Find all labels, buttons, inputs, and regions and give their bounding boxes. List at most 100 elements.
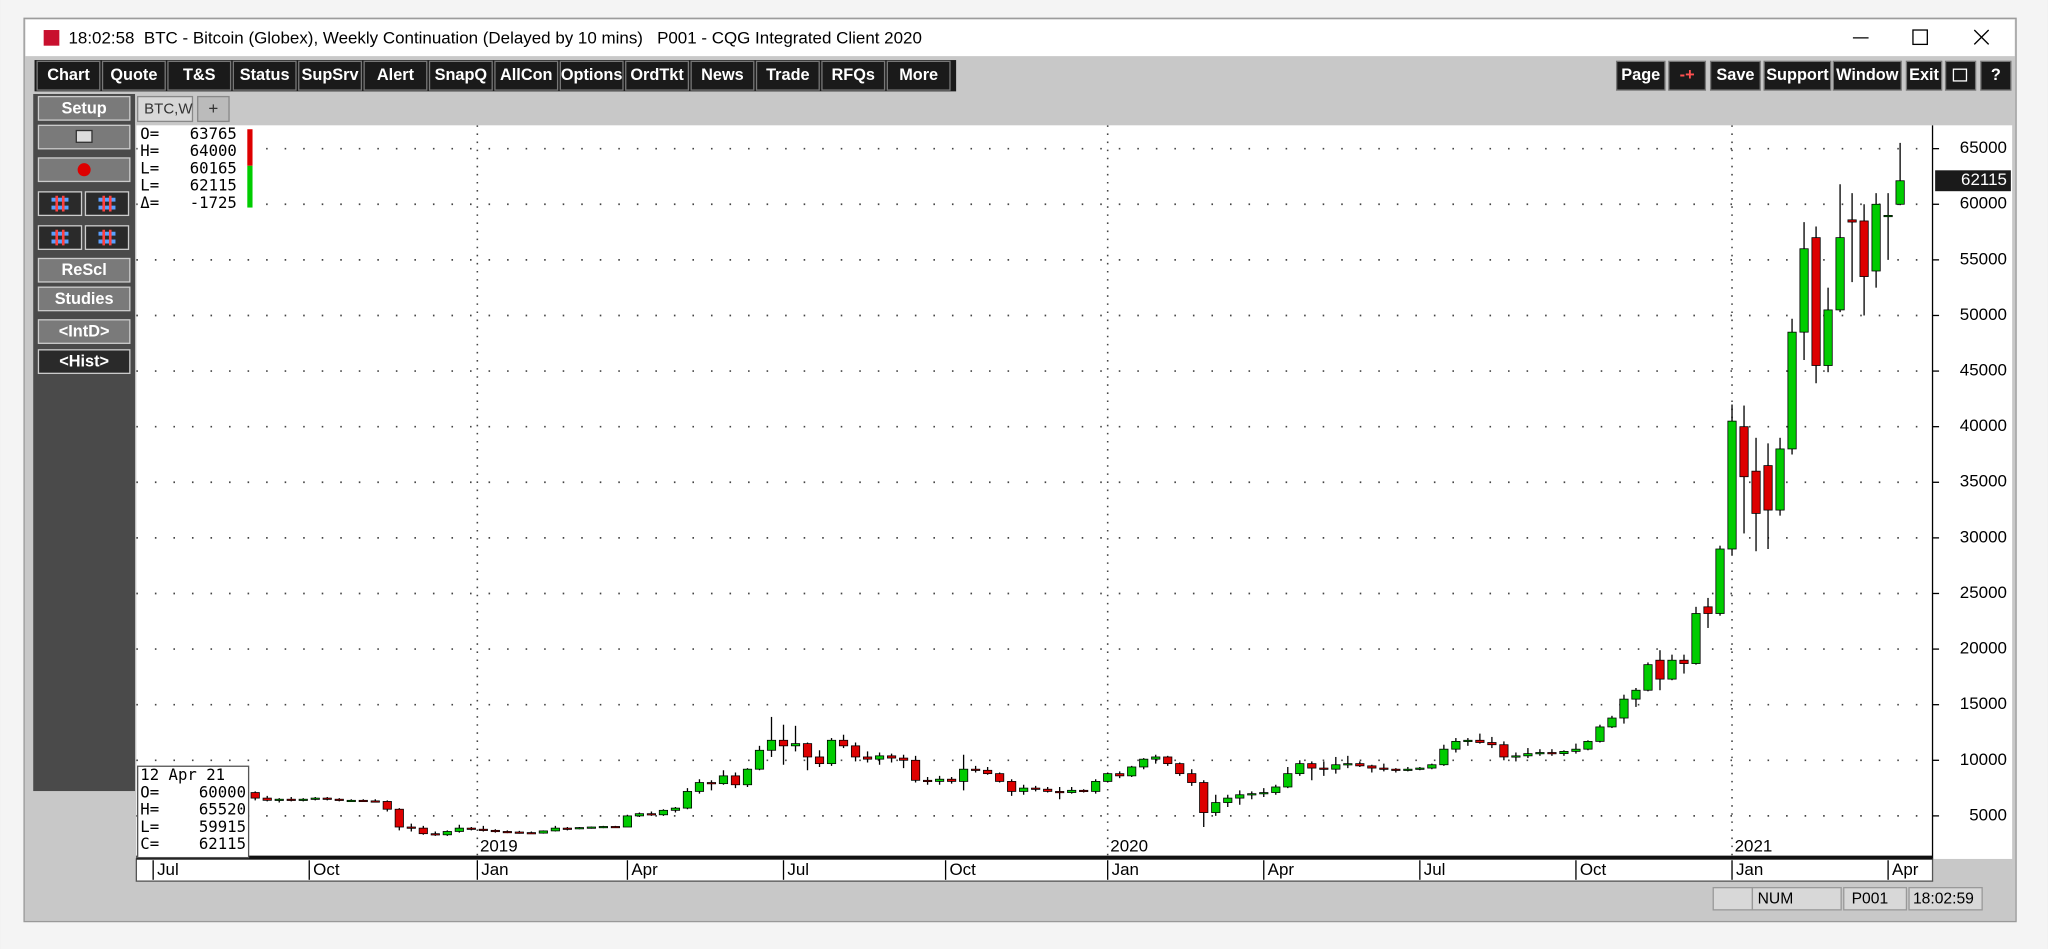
toolbar-button[interactable] — [232, 60, 297, 91]
toolbar-button-label: Quote — [110, 66, 157, 84]
y-tick-label: 45000 — [1960, 361, 2007, 380]
quote-bar-up — [247, 165, 253, 208]
close-button[interactable] — [1973, 29, 1990, 45]
side-button[interactable] — [37, 257, 131, 283]
side-button[interactable] — [37, 349, 131, 374]
candle-body — [1871, 203, 1881, 272]
toolbar-button-label: Save — [1716, 66, 1754, 84]
candle-body — [1403, 768, 1413, 771]
x-tick-label: Jul — [1424, 860, 1446, 879]
candle-body — [1475, 739, 1485, 743]
toolbar-button-label: Alert — [377, 66, 415, 84]
icon — [55, 195, 65, 212]
side-button[interactable] — [37, 286, 131, 312]
restore-icon — [1952, 68, 1968, 82]
candle-body — [1271, 786, 1281, 793]
toolbar-button[interactable] — [1615, 60, 1666, 91]
toolbar-button[interactable] — [1905, 60, 1943, 91]
icon — [102, 195, 112, 212]
icon — [98, 197, 116, 210]
toolbar-button[interactable] — [298, 60, 363, 91]
icon-button[interactable] — [84, 225, 130, 250]
candle-body — [1103, 773, 1113, 782]
candle-body — [983, 769, 993, 775]
icon-button[interactable] — [84, 191, 130, 217]
candle-body — [1727, 420, 1737, 550]
candle-body — [862, 756, 873, 760]
toolbar-button[interactable] — [167, 60, 232, 91]
title-bar — [25, 19, 2015, 57]
candle-body — [1775, 448, 1785, 511]
candle-body — [418, 827, 428, 835]
candle-body — [1823, 309, 1833, 366]
candle-body — [1295, 763, 1305, 775]
toolbar-button[interactable] — [428, 60, 493, 91]
candle-body — [250, 792, 260, 799]
candle-body — [766, 739, 777, 751]
toolbar-button[interactable] — [494, 60, 559, 91]
toolbar-button[interactable] — [886, 60, 951, 91]
candle-body — [1859, 220, 1869, 277]
x-tick-label: Jan — [481, 860, 508, 879]
toolbar-button[interactable] — [36, 60, 101, 91]
toolbar-button[interactable] — [559, 60, 624, 91]
toolbar-button[interactable] — [101, 60, 166, 91]
toolbar-button-label: Trade — [766, 66, 809, 84]
candle-body — [298, 798, 308, 801]
candle-body — [622, 815, 632, 828]
x-tick-label: Apr — [1268, 860, 1295, 879]
restore-button[interactable] — [1944, 60, 1977, 91]
status-cell — [1712, 886, 1754, 911]
candle-body — [754, 749, 765, 770]
candle-body — [1739, 426, 1749, 478]
tab[interactable] — [137, 95, 194, 123]
candle-body — [322, 797, 332, 800]
toolbar-button[interactable] — [363, 60, 428, 91]
side-button-label: <IntD> — [59, 323, 110, 341]
toolbar-button[interactable] — [1709, 60, 1761, 91]
toolbar-button-label: Chart — [47, 66, 90, 84]
quote-value: 63765 — [190, 124, 237, 143]
candle-body — [947, 778, 957, 782]
icon-button[interactable] — [37, 191, 83, 217]
x-tick-label: Apr — [631, 860, 658, 879]
toolbar-button[interactable] — [690, 60, 755, 91]
quote-values: O= 63765 H= 64000 L= 60165 L= 62115 Δ= -1725 — [140, 124, 237, 212]
candle-body — [838, 739, 849, 747]
add-tab[interactable] — [197, 95, 230, 123]
candle-body — [995, 773, 1005, 782]
toolbar-button[interactable] — [1668, 60, 1707, 91]
toolbar-button[interactable] — [1832, 60, 1902, 91]
candle-body — [526, 832, 536, 835]
candle-body — [1703, 606, 1713, 614]
side-button[interactable] — [37, 319, 131, 344]
candle-body — [430, 833, 440, 836]
toolbar-button[interactable] — [625, 60, 690, 91]
candle-body — [1751, 470, 1761, 514]
toolbar-button[interactable] — [1980, 60, 2012, 91]
candle-body — [1667, 659, 1677, 680]
toolbar-button[interactable] — [1763, 60, 1832, 91]
candle-body — [1055, 791, 1065, 794]
axes: 5000 10000 15000 20000 25000 30000 35000 40000 4… — [152, 138, 2011, 880]
side-button[interactable] — [37, 95, 131, 121]
quote-label: L= — [140, 158, 159, 177]
side-button-label: <Hist> — [59, 353, 109, 371]
toolbar-button[interactable] — [755, 60, 820, 91]
candle-body — [874, 755, 885, 760]
candles — [250, 142, 1905, 836]
maximize-button[interactable] — [1912, 29, 1928, 46]
toolbar-left: Chart Quote T&S Status SupSrv Alert SnapQ AllCo… — [36, 60, 951, 91]
cursor-value: 62115 — [199, 834, 246, 853]
toolbar-button[interactable] — [821, 60, 886, 91]
year-label: 2020 — [1110, 837, 1148, 856]
tab-row — [136, 93, 2013, 126]
icon-button[interactable] — [37, 225, 83, 250]
candle-body — [1211, 802, 1221, 813]
toolbar-button-label: RFQs — [832, 66, 875, 84]
candle-body — [886, 755, 897, 759]
candle-body — [610, 826, 620, 829]
candle-body — [899, 757, 909, 761]
candle-body — [394, 808, 404, 828]
toolbar-button-label: Page — [1621, 66, 1660, 84]
